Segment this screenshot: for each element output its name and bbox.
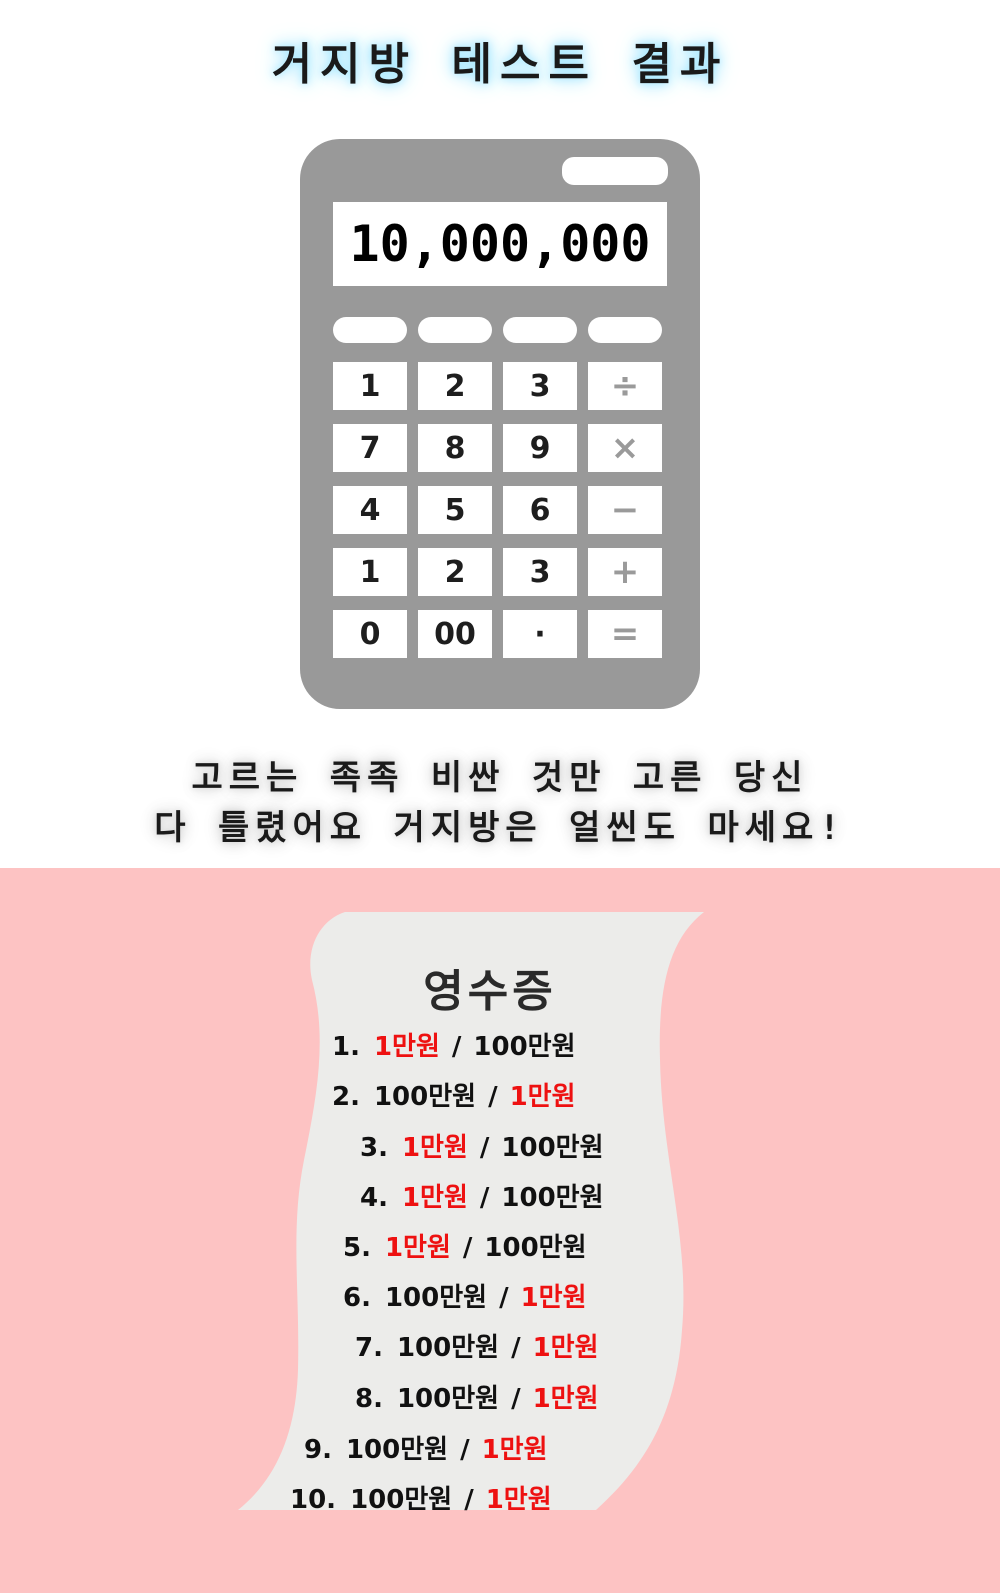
page-title: 거지방 테스트 결과 [271,39,729,90]
receipt-option-b: 1만원 [520,1283,587,1313]
receipt-row: 6. 100만원 / 1만원 [343,1277,587,1317]
calculator-function-key [333,317,407,343]
receipt-option-a: 100만원 [350,1485,453,1515]
receipt-separator: / [499,1283,509,1313]
calculator-function-key [418,317,492,343]
result-message-line-1: 고르는 족족 비싼 것만 고른 당신 [191,758,809,798]
receipt-row: 1. 1만원 / 100만원 [332,1026,576,1066]
calculator-key: · [503,610,577,658]
receipt-separator: / [464,1485,474,1515]
calculator-key: 2 [418,548,492,596]
receipt-separator: / [479,1133,490,1163]
receipt-row-number: 10. [290,1485,337,1515]
receipt-row: 4. 1만원 / 100만원 [360,1177,604,1217]
receipt-option-a: 1만원 [384,1233,451,1263]
calculator-top-button [562,157,668,185]
calculator-illustration: 10,000,000 1 2 3 ÷ 7 8 9 × 4 5 6 − 1 2 3… [300,139,700,709]
receipt-option-b: 100만원 [473,1032,576,1062]
receipt-option-b: 1만원 [481,1435,548,1465]
receipt-row-number: 6. [343,1283,371,1313]
calculator-key-equals-icon: = [588,610,662,658]
receipt-option-a: 1만원 [401,1183,468,1213]
calculator-key: 7 [333,424,407,472]
calculator-key: 00 [418,610,492,658]
receipt-row-number: 5. [343,1233,371,1263]
calculator-key: 3 [503,548,577,596]
receipt-title: 영수증 [423,966,557,1017]
receipt-separator: / [511,1384,521,1414]
result-message-line-2: 다 틀렸어요 거지방은 얼씬도 마세요! [154,808,846,848]
calculator-key-divide-icon: ÷ [588,362,662,410]
receipt-separator: / [511,1333,521,1363]
receipt-row: 8. 100만원 / 1만원 [355,1378,599,1418]
receipt-row-number: 9. [304,1435,332,1465]
receipt-separator: / [479,1183,490,1213]
receipt-row-number: 3. [360,1133,388,1163]
calculator-key: 8 [418,424,492,472]
receipt-option-b: 100만원 [501,1133,604,1163]
calculator-key-plus-icon: + [588,548,662,596]
receipt-row: 9. 100만원 / 1만원 [304,1429,548,1469]
receipt-option-a: 1만원 [373,1032,440,1062]
calculator-key-multiply-icon: × [588,424,662,472]
receipt-option-a: 1만원 [401,1133,468,1163]
receipt-row: 3. 1만원 / 100만원 [360,1127,604,1167]
receipt-option-a: 100만원 [384,1283,488,1313]
receipt-option-a: 100만원 [373,1082,477,1112]
receipt-row-number: 8. [355,1384,383,1414]
calculator-key: 9 [503,424,577,472]
receipt-option-a: 100만원 [345,1435,449,1465]
calculator-function-key [588,317,662,343]
receipt-option-b: 100만원 [484,1233,587,1263]
calculator-function-key [503,317,577,343]
receipt-separator: / [462,1233,473,1263]
calculator-key: 5 [418,486,492,534]
receipt-separator: / [488,1082,498,1112]
receipt-row-number: 7. [355,1333,383,1363]
calculator-key: 1 [333,362,407,410]
calculator-key: 2 [418,362,492,410]
calculator-key: 4 [333,486,407,534]
receipt-row-number: 2. [332,1082,360,1112]
receipt-separator: / [451,1032,462,1062]
receipt-option-b: 1만원 [485,1485,552,1515]
receipt-option-a: 100만원 [396,1384,500,1414]
receipt-row-number: 4. [360,1183,388,1213]
calculator-key: 3 [503,362,577,410]
receipt-separator: / [460,1435,470,1465]
receipt-row: 5. 1만원 / 100만원 [343,1227,587,1267]
receipt-option-b: 1만원 [532,1384,599,1414]
calculator-key: 0 [333,610,407,658]
receipt-option-a: 100만원 [396,1333,500,1363]
receipt-row: 10. 100만원 / 1만원 [290,1479,552,1519]
receipt-option-b: 1만원 [532,1333,599,1363]
receipt-row: 7. 100만원 / 1만원 [355,1327,599,1367]
calculator-key-minus-icon: − [588,486,662,534]
receipt-row: 2. 100만원 / 1만원 [332,1076,576,1116]
calculator-display: 10,000,000 [333,202,667,286]
receipt-option-b: 1만원 [509,1082,576,1112]
receipt-option-b: 100만원 [501,1183,604,1213]
calculator-key: 6 [503,486,577,534]
receipt-row-number: 1. [332,1032,360,1062]
calculator-key: 1 [333,548,407,596]
